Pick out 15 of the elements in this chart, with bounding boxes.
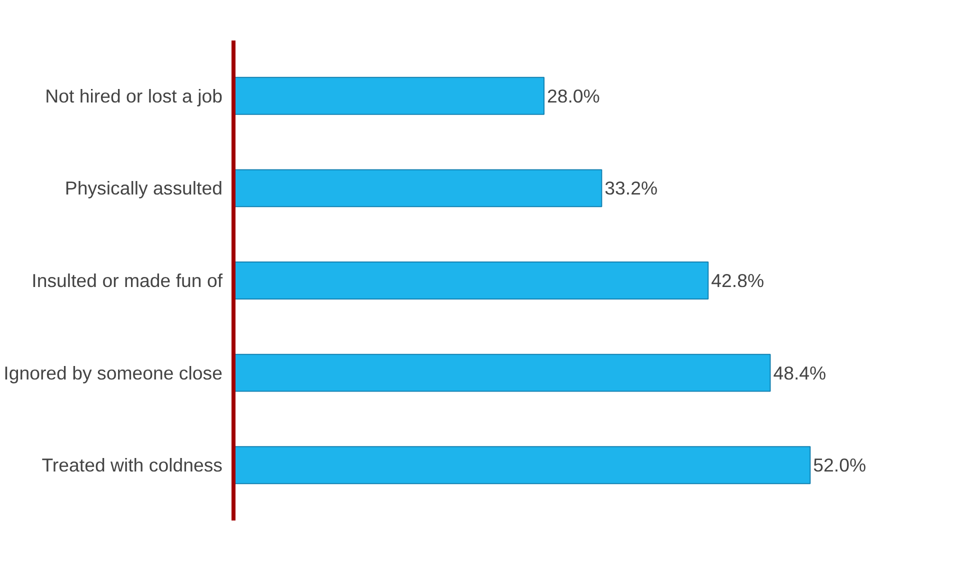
y-tick-label: Physically assulted xyxy=(64,178,223,199)
data-label: 52.0% xyxy=(813,454,866,476)
data-label: 33.2% xyxy=(604,178,658,199)
bar xyxy=(234,354,771,392)
bar xyxy=(234,76,545,115)
data-label: 48.4% xyxy=(773,362,826,384)
bar xyxy=(234,262,709,300)
y-tick-label: Treated with coldness xyxy=(42,454,223,476)
data-label: 42.8% xyxy=(711,270,764,291)
bar xyxy=(234,169,602,208)
y-tick-label: Ignored by someone close xyxy=(4,362,223,384)
y-tick-label: Insulted or made fun of xyxy=(32,270,224,291)
data-label: 28.0% xyxy=(547,85,600,106)
y-tick-label: Not hired or lost a job xyxy=(45,85,223,106)
bar xyxy=(234,446,811,484)
